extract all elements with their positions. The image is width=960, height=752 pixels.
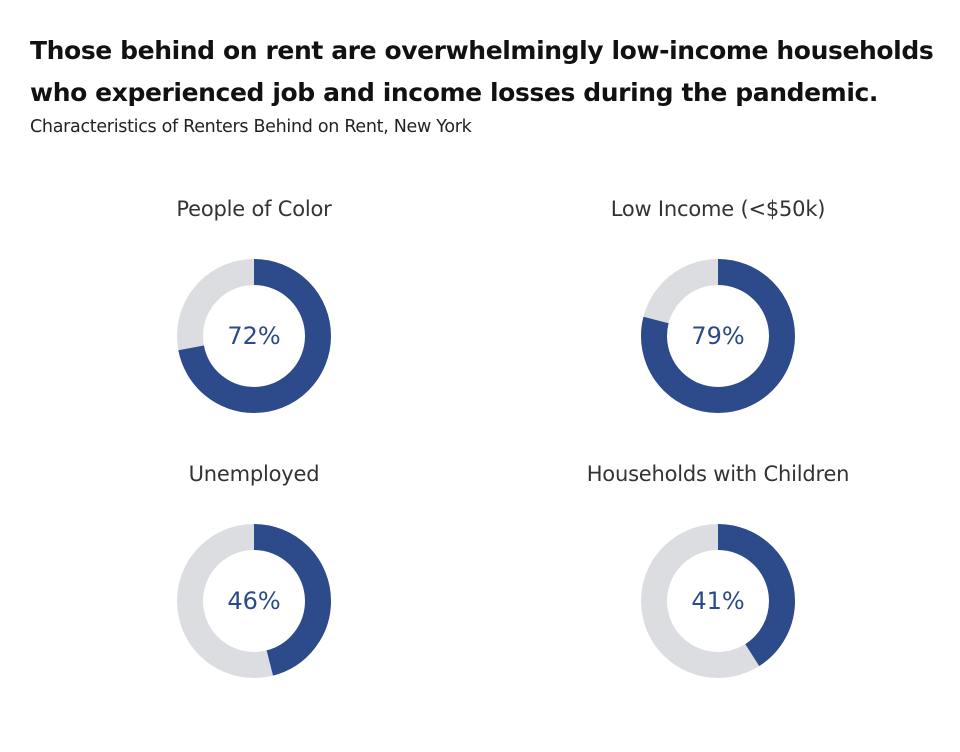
donut-value-label: 46% <box>227 587 280 615</box>
donut-panel-people-of-color: People of Color 72% <box>44 196 464 446</box>
chart-subtitle: Characteristics of Renters Behind on Ren… <box>30 117 472 137</box>
donut-panel-low-income: Low Income (<$50k) 79% <box>508 196 928 446</box>
donut-title: Unemployed <box>188 462 320 486</box>
donut-value-label: 79% <box>691 322 744 350</box>
donut-value-label: 72% <box>227 322 280 350</box>
donut-value-slice <box>177 259 331 413</box>
donut-title: Households with Children <box>586 462 850 486</box>
donut-chart: 41% <box>641 524 795 678</box>
donut-chart: 46% <box>177 524 331 678</box>
donut-value-slice <box>177 524 331 678</box>
donut-title: Low Income (<$50k) <box>610 197 826 221</box>
donut-chart: 72% <box>177 259 331 413</box>
donut-chart: 79% <box>641 259 795 413</box>
donut-value-label: 41% <box>691 587 744 615</box>
donut-panel-households-with-children: Households with Children 41% <box>508 461 928 711</box>
donut-value-slice <box>641 259 795 413</box>
chart-title: Those behind on rent are overwhelmingly … <box>30 36 934 107</box>
donut-title: People of Color <box>176 197 332 221</box>
donut-panel-unemployed: Unemployed 46% <box>44 461 464 711</box>
donut-value-slice <box>641 524 795 678</box>
